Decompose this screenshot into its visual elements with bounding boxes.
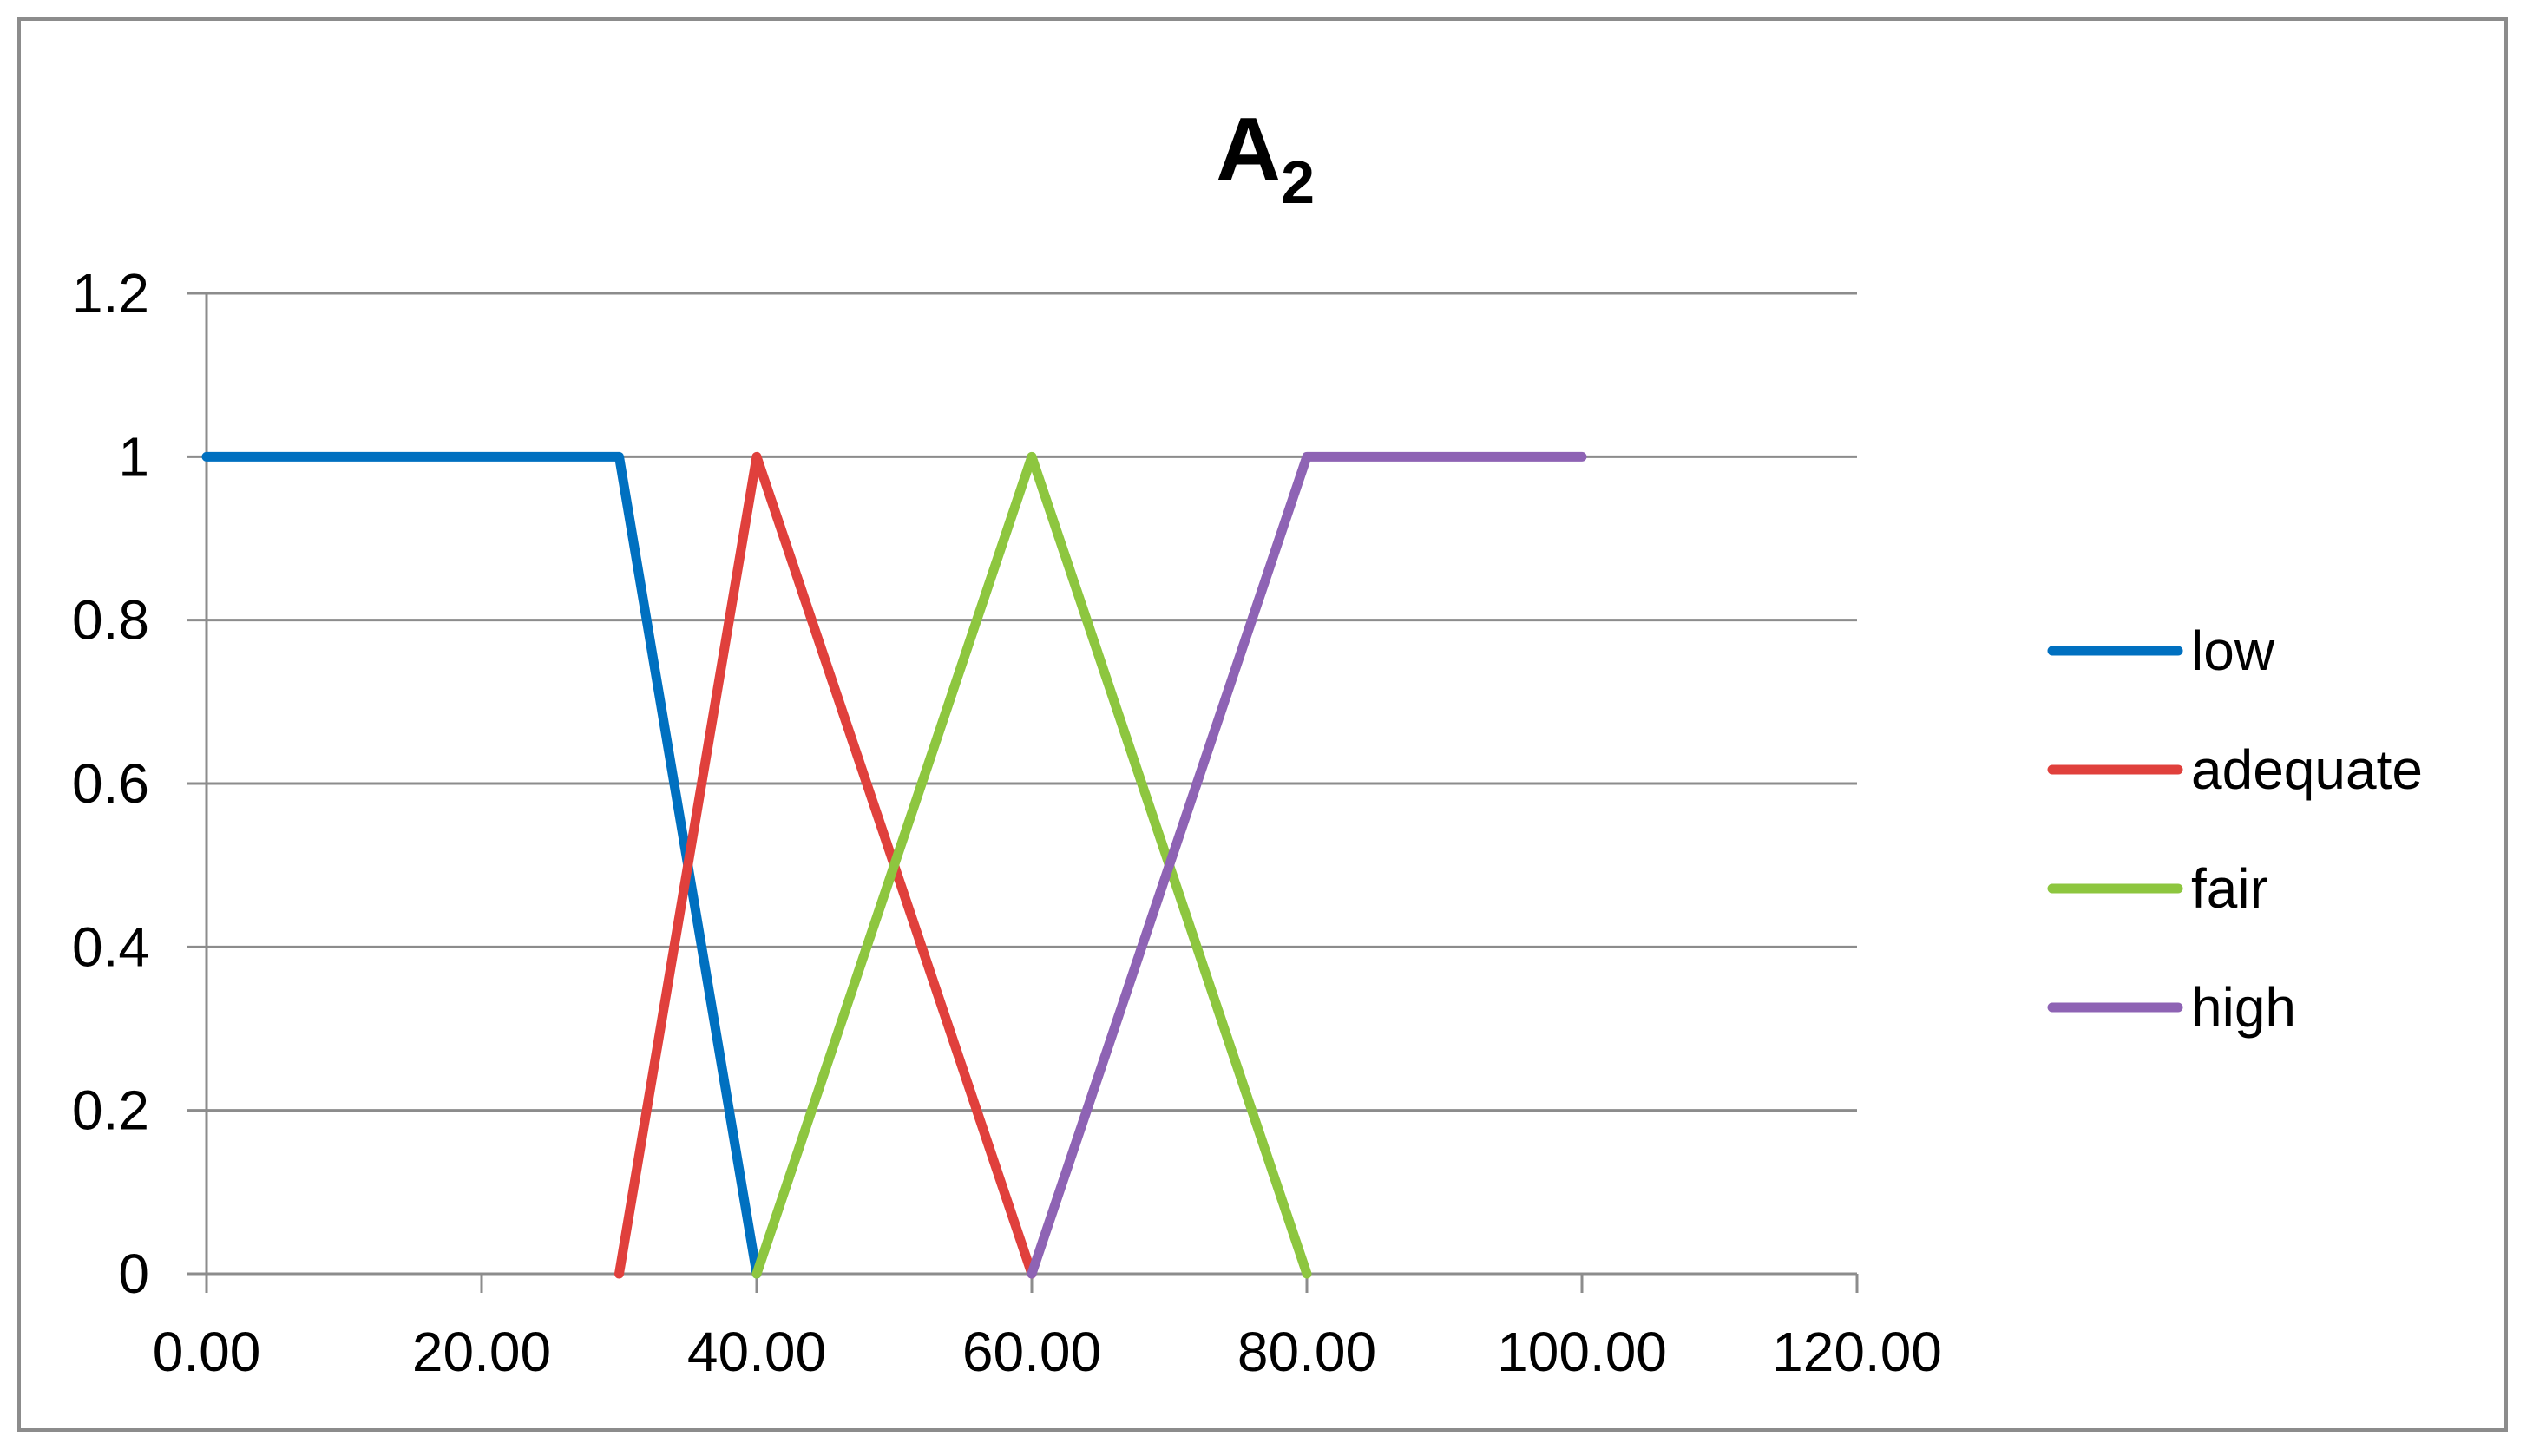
- legend-label-fair: fair: [2191, 857, 2268, 920]
- legend: low adequate fair high: [2047, 620, 2423, 1039]
- y-tick-label: 0: [118, 1243, 149, 1305]
- x-tick-label: 20.00: [412, 1321, 551, 1383]
- x-tick-label: 60.00: [962, 1321, 1101, 1383]
- x-tick-label: 0.00: [153, 1321, 261, 1383]
- legend-label-low: low: [2191, 620, 2275, 682]
- series-line-adequate: [614, 451, 1037, 1279]
- chart-title-main: A: [1216, 100, 1281, 200]
- grid-lines: [207, 292, 1857, 1112]
- tick-labels: 0 0.2 0.4 0.6 0.8 1 1.2 0.00 20.00 40.00 60.00 80.0…: [72, 262, 1942, 1383]
- series-line-high: [1027, 451, 1587, 1279]
- series-lines: [201, 451, 1587, 1279]
- x-tick-label: 100.00: [1497, 1321, 1667, 1383]
- y-tick-label: 0.8: [72, 589, 149, 652]
- y-tick-label: 0.2: [72, 1079, 149, 1142]
- chart-frame: [17, 17, 2508, 1432]
- series-line-low: [201, 451, 762, 1279]
- x-tick-label: 40.00: [687, 1321, 826, 1383]
- chart-title-subscript: 2: [1281, 148, 1315, 216]
- legend-label-adequate: adequate: [2191, 738, 2423, 801]
- axes: [187, 292, 1859, 1293]
- chart-title: A2: [1216, 100, 1315, 216]
- y-tick-label: 1.2: [72, 262, 149, 325]
- y-tick-label: 1: [118, 425, 149, 488]
- legend-label-high: high: [2191, 976, 2296, 1039]
- y-tick-label: 0.4: [72, 915, 149, 978]
- x-tick-label: 120.00: [1772, 1321, 1942, 1383]
- x-tick-label: 80.00: [1237, 1321, 1376, 1383]
- series-line-fair: [751, 451, 1312, 1279]
- y-tick-label: 0.6: [72, 752, 149, 815]
